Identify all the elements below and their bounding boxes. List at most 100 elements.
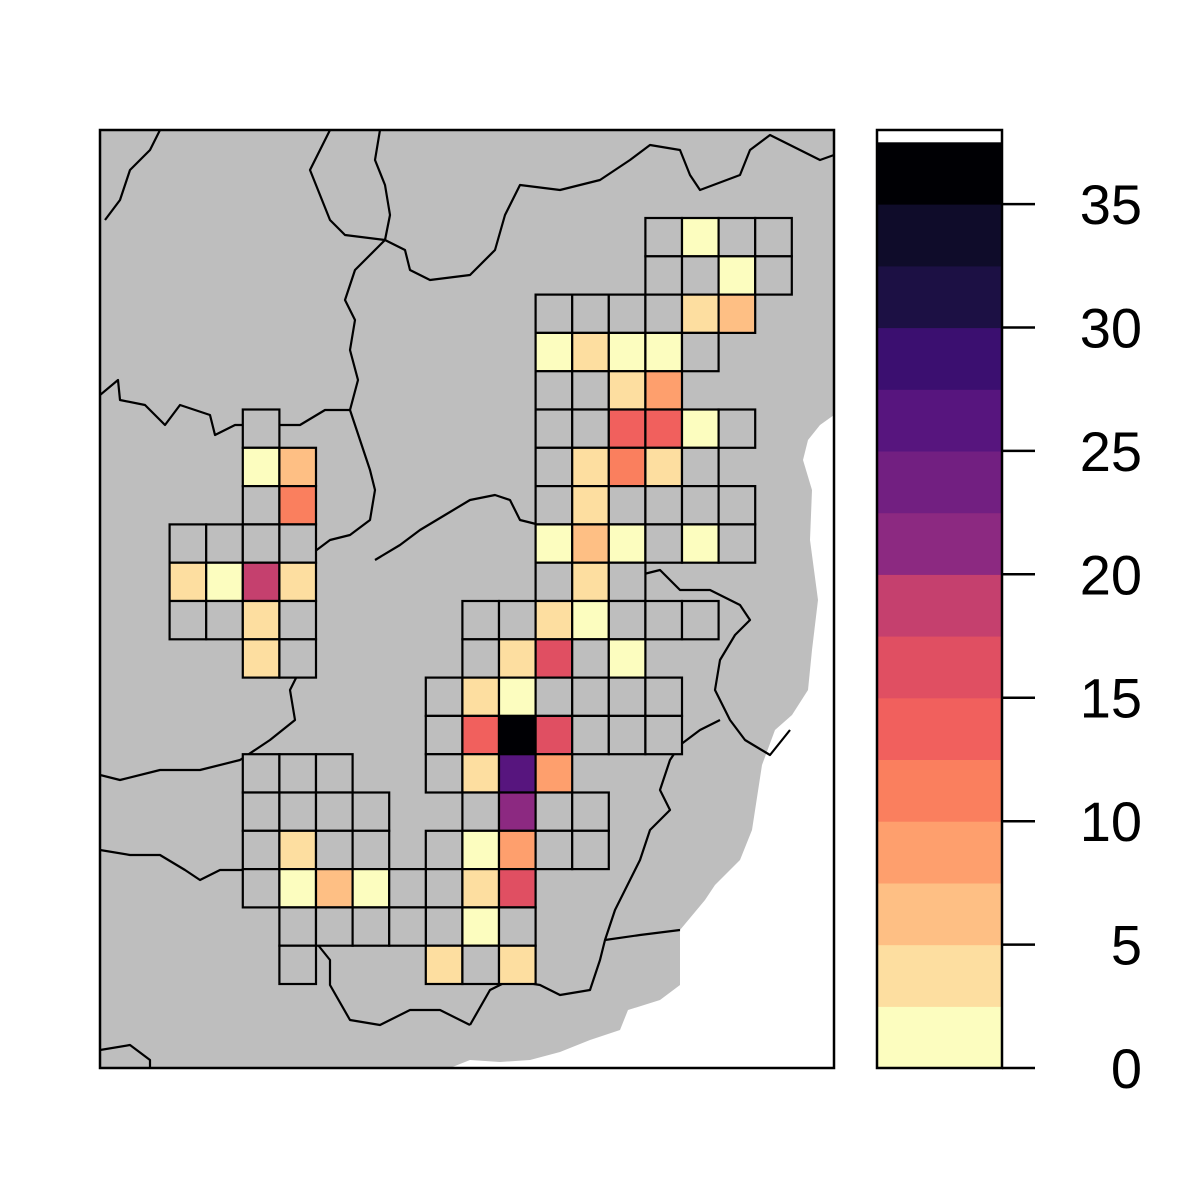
grid-cell	[534, 714, 574, 756]
grid-cell	[534, 676, 574, 717]
grid-cell	[241, 753, 281, 794]
grid-cell	[607, 370, 647, 411]
grid-cell	[278, 944, 318, 986]
grid-cell	[680, 599, 720, 641]
grid-cell	[571, 791, 610, 832]
grid-cell	[644, 599, 684, 641]
grid-cells	[168, 216, 793, 986]
colorbar-bin	[877, 636, 1002, 699]
colorbar-tick-label: 0	[1111, 1037, 1142, 1100]
grid-cell	[205, 561, 244, 603]
colorbar-bin	[877, 882, 1002, 946]
grid-cell	[680, 331, 720, 373]
grid-cell	[497, 753, 537, 794]
colorbar-tick-label: 35	[1080, 173, 1142, 236]
grid-cell	[461, 714, 501, 756]
grid-cell	[497, 944, 537, 986]
grid-cell	[241, 599, 281, 641]
grid-cell	[534, 370, 574, 411]
grid-cell	[497, 829, 537, 871]
grid-cell	[754, 255, 793, 296]
grid-cell	[644, 676, 684, 717]
map-panel	[98, 128, 836, 1070]
grid-cell	[717, 485, 757, 526]
border-line	[104, 130, 161, 221]
grid-cell	[607, 599, 647, 641]
grid-cell	[241, 408, 281, 449]
grid-cell	[534, 446, 574, 488]
grid-cell	[278, 906, 318, 947]
grid-cell	[241, 638, 281, 679]
colorbar-bins	[877, 142, 1002, 1069]
grid-cell	[497, 638, 537, 679]
grid-cell	[607, 408, 647, 449]
grid-cell	[534, 561, 574, 603]
grid-cell	[534, 331, 574, 373]
colorbar-bin	[877, 450, 1002, 514]
grid-cell	[351, 906, 391, 947]
grid-cell	[644, 408, 684, 449]
border-line	[308, 130, 392, 242]
grid-cell	[497, 791, 537, 832]
grid-cell	[534, 293, 574, 335]
grid-cell	[168, 599, 208, 641]
grid-cell	[314, 753, 354, 794]
grid-cell	[461, 867, 501, 909]
grid-cell	[424, 714, 464, 756]
grid-cell	[644, 485, 684, 526]
grid-cell	[571, 446, 610, 488]
grid-cell	[278, 599, 318, 641]
colorbar-tick-label: 25	[1080, 420, 1142, 483]
grid-cell	[461, 599, 501, 641]
colorbar-bin	[877, 944, 1002, 1007]
grid-cell	[168, 561, 208, 603]
grid-cell	[241, 867, 281, 909]
colorbar-tick-label: 10	[1080, 790, 1142, 853]
grid-cell	[571, 676, 610, 717]
grid-cell	[644, 331, 684, 373]
grid-cell	[314, 829, 354, 871]
colorbar-bin	[877, 574, 1002, 637]
grid-cell	[497, 676, 537, 717]
grid-cell	[644, 370, 684, 411]
grid-cell	[388, 867, 427, 909]
colorbar-bin	[877, 759, 1002, 822]
grid-cell	[571, 599, 610, 641]
grid-cell	[571, 485, 610, 526]
grid-cell	[278, 791, 318, 832]
grid-cell	[461, 791, 501, 832]
grid-cell	[607, 561, 647, 603]
grid-cell	[314, 867, 354, 909]
grid-cell	[680, 485, 720, 526]
grid-cell	[351, 791, 391, 832]
grid-cell	[680, 293, 720, 335]
grid-cell	[278, 561, 318, 603]
grid-cell	[205, 523, 244, 564]
colorbar-ticks: 0 5 10 15 20 25 30 35	[1002, 173, 1142, 1100]
grid-cell	[534, 599, 574, 641]
colorbar-bin	[877, 142, 1002, 205]
grid-cell	[717, 293, 757, 335]
grid-cell	[644, 446, 684, 488]
grid-cell	[534, 638, 574, 679]
grid-cell	[644, 255, 684, 296]
grid-cell	[607, 446, 647, 488]
grid-cell	[571, 370, 610, 411]
border-line	[293, 239, 386, 601]
colorbar-bin	[877, 265, 1002, 329]
grid-cell	[534, 523, 574, 564]
grid-cell	[278, 829, 318, 871]
grid-cell	[571, 638, 610, 679]
grid-cell	[241, 446, 281, 488]
grid-cell	[644, 523, 684, 564]
grid-cell	[717, 408, 757, 449]
grid-cell	[461, 944, 501, 986]
grid-cell	[351, 829, 391, 871]
grid-cell	[607, 331, 647, 373]
grid-cell	[241, 485, 281, 526]
grid-cell	[314, 791, 354, 832]
grid-cell	[424, 829, 464, 871]
grid-cell	[497, 599, 537, 641]
grid-cell	[314, 906, 354, 947]
